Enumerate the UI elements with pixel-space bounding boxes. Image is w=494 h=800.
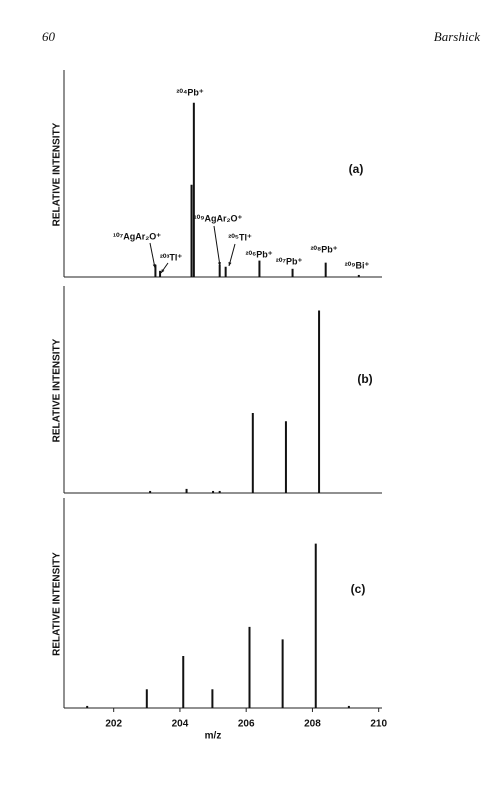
- x-tick-label: 202: [105, 719, 122, 730]
- x-tick-label: 206: [238, 719, 255, 730]
- x-axis-label: m/z: [205, 731, 222, 742]
- panel-label: (a): [349, 162, 364, 176]
- panel-label: (c): [351, 582, 366, 596]
- panel-label: (b): [357, 372, 372, 386]
- page-number: 60: [42, 29, 56, 44]
- arrow-head: [228, 262, 232, 266]
- annotation: ¹⁰⁹AgAr₂O⁺: [194, 213, 243, 223]
- x-tick-label: 204: [172, 719, 189, 730]
- annotation: ²⁰⁵Tl⁺: [228, 232, 252, 242]
- y-axis-label: RELATIVE INTENSITY: [52, 338, 63, 442]
- x-tick-label: 208: [304, 719, 321, 730]
- y-axis-label: RELATIVE INTENSITY: [52, 552, 63, 656]
- annotation: ²⁰⁸Pb⁺: [310, 244, 337, 254]
- arrow-head: [217, 262, 221, 266]
- annotation: ¹⁰⁷AgAr₂O⁺: [113, 231, 161, 241]
- x-tick-label: 210: [370, 719, 387, 730]
- annotation: ²⁰⁶Pb⁺: [246, 249, 273, 259]
- arrow-head: [161, 269, 165, 273]
- annotation: ²⁰³Tl⁺: [160, 252, 183, 262]
- arrow-head: [152, 264, 156, 268]
- running-head: Barshick: [434, 29, 480, 44]
- arrow: [228, 243, 236, 267]
- y-axis-label: RELATIVE INTENSITY: [52, 122, 63, 226]
- arrow: [149, 242, 156, 269]
- arrow: [213, 225, 221, 267]
- annotation: ²⁰⁷Pb⁺: [276, 256, 303, 266]
- annotation: ²⁰⁴Pb⁺: [176, 87, 204, 97]
- annotation: ²⁰⁹Bi⁺: [345, 260, 370, 270]
